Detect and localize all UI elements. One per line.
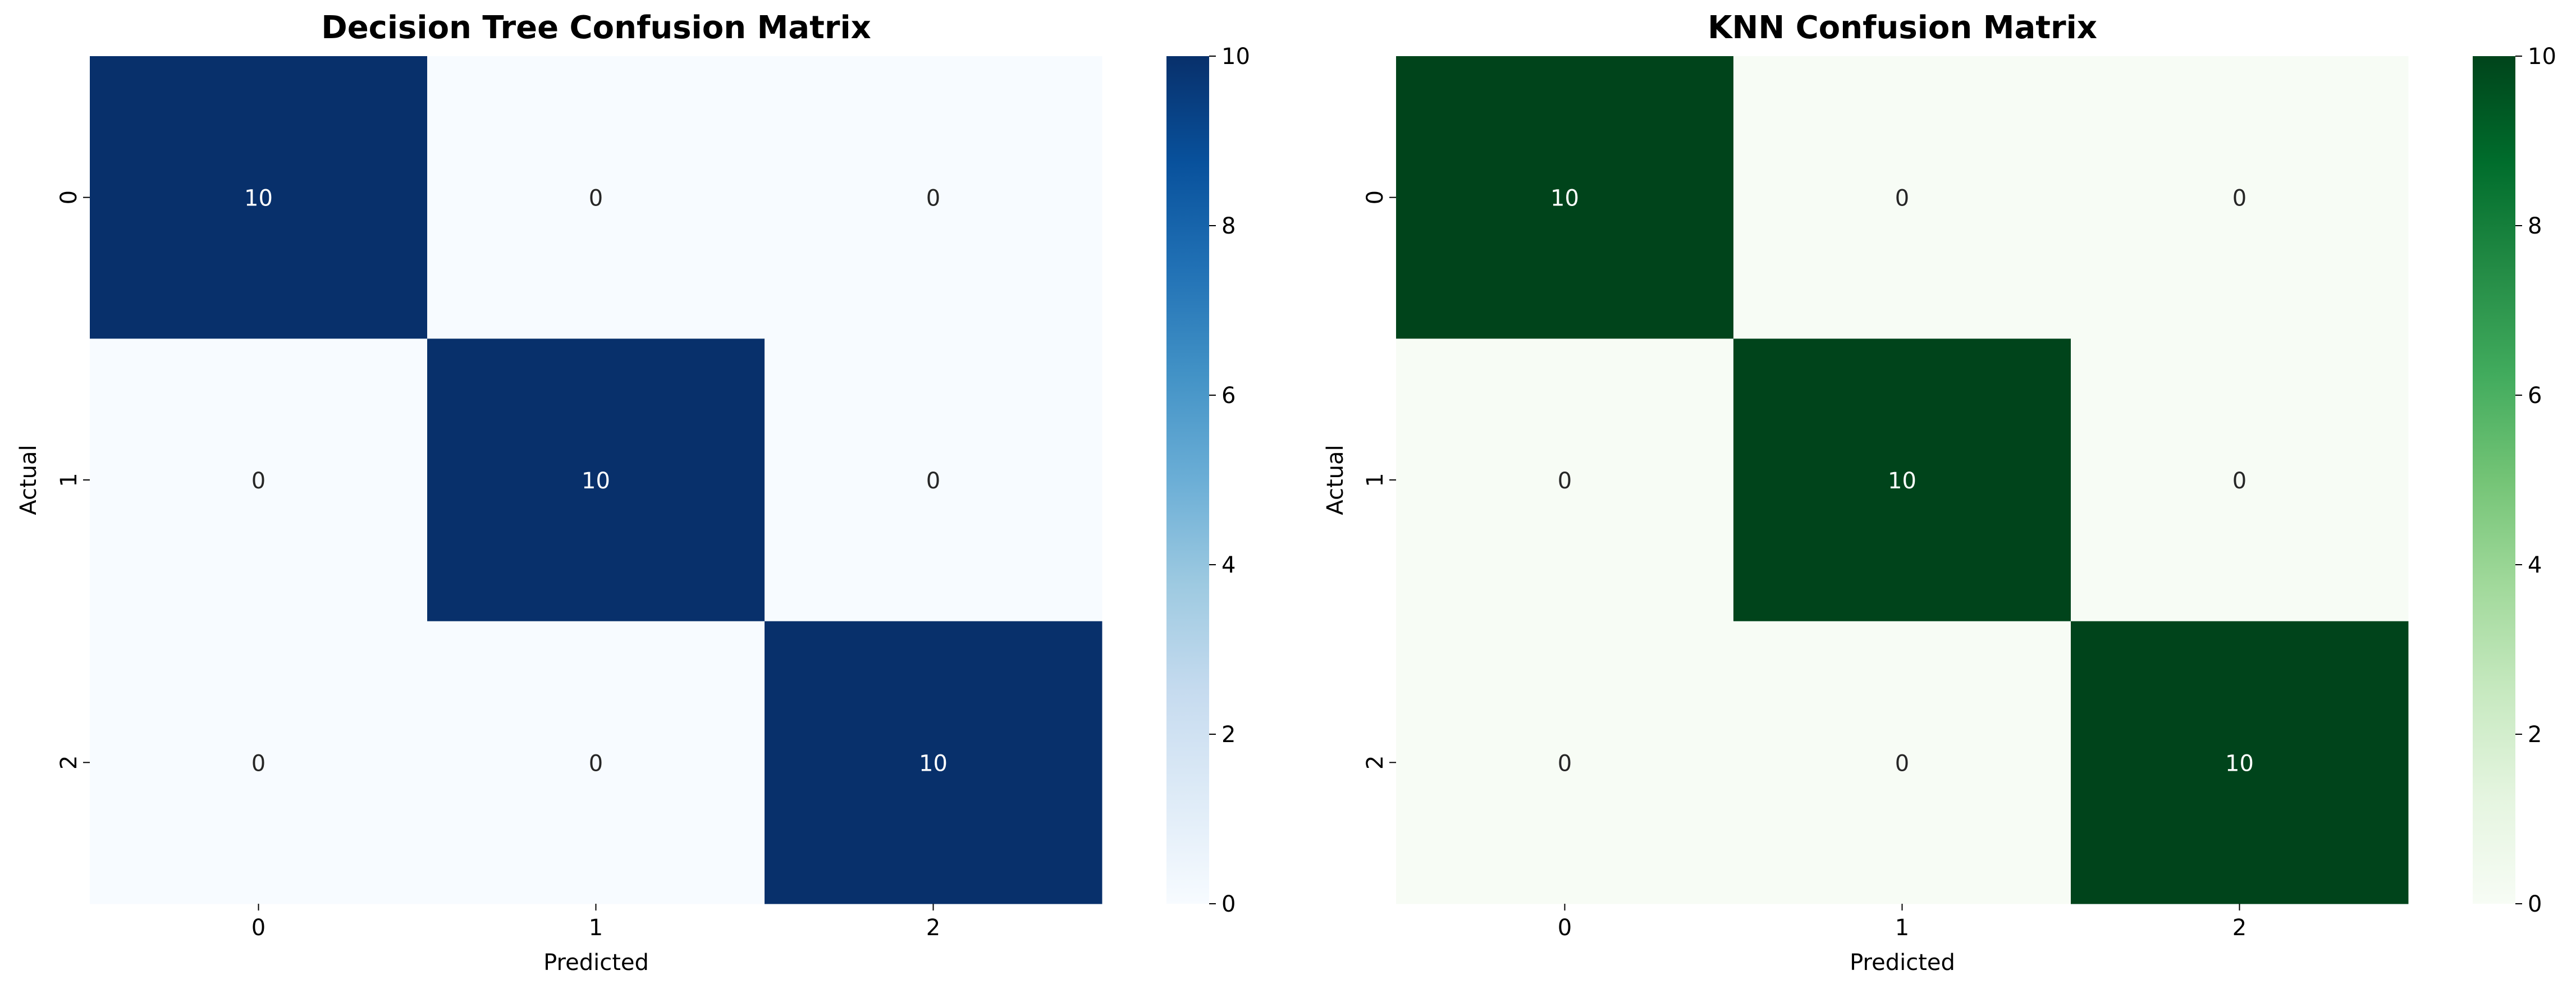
colorbar-gradient (1166, 56, 1209, 904)
x-tick-label: 2 (2232, 915, 2246, 941)
cell-value-label: 10 (1888, 468, 1916, 494)
colorbar-tick-label: 4 (2528, 552, 2542, 578)
heatmap-cell (1396, 621, 1734, 904)
colorbar-gradient (2473, 56, 2515, 904)
colorbar-tick-label: 0 (1221, 891, 1236, 917)
x-tick-label: 0 (1558, 915, 1572, 941)
y-axis-ticks: 0 1 2 (56, 190, 90, 770)
heatmap-cell (427, 621, 765, 904)
x-axis-label: Predicted (543, 950, 649, 976)
y-tick-label: 2 (1362, 756, 1388, 770)
cell-value-label: 10 (919, 751, 948, 776)
heatmap-cell (1396, 56, 1734, 339)
x-axis-ticks: 0 1 2 (1558, 904, 2246, 941)
x-tick-label: 1 (589, 915, 603, 941)
colorbar-tick-label: 10 (2528, 44, 2556, 70)
x-axis-ticks: 0 1 2 (251, 904, 940, 941)
heatmap-cell (1396, 338, 1734, 622)
colorbar-tick-label: 8 (2528, 213, 2542, 239)
y-tick-label: 2 (56, 756, 82, 770)
heatmap-cell (1733, 56, 2071, 339)
y-axis-label: Actual (1323, 445, 1348, 515)
cell-value-label: 0 (926, 468, 940, 494)
cell-value-label: 10 (2225, 751, 2254, 776)
decision-tree-heatmap-panel: Decision Tree Confusion Matrix 10 0 00 10 00… (16, 10, 1250, 976)
heatmap-cells (90, 56, 1102, 904)
heatmap-cell (427, 56, 765, 339)
y-axis-label: Actual (16, 445, 42, 515)
cell-value-label: 0 (1558, 468, 1572, 494)
y-tick-label: 0 (1362, 190, 1388, 204)
heatmap-cell (427, 338, 765, 622)
colorbar-tick-label: 2 (2528, 722, 2542, 748)
x-tick-label: 2 (926, 915, 940, 941)
cell-value-label: 0 (251, 751, 266, 776)
cell-value-label: 0 (589, 186, 603, 212)
y-tick-label: 0 (56, 190, 82, 204)
heatmap-cell (1733, 338, 2071, 622)
x-tick-label: 0 (251, 915, 266, 941)
heatmap-cell (765, 621, 1102, 904)
colorbar-tick-label: 0 (2528, 891, 2542, 917)
x-axis-label: Predicted (1850, 950, 1955, 976)
heatmap-cell (2071, 338, 2409, 622)
heatmap-cell (2071, 621, 2409, 904)
cell-value-label: 0 (926, 186, 940, 212)
heatmap-cell (90, 338, 428, 622)
heatmap-cell-labels: 10 0 0 0 10 0 0 0 10 (1550, 186, 2254, 777)
colorbar: 0 2 4 6 8 10 (2473, 44, 2556, 917)
cell-value-label: 0 (251, 468, 266, 494)
cell-value-label: 10 (582, 468, 610, 494)
heatmap-cells (1396, 56, 2409, 904)
cell-value-label: 0 (1558, 751, 1572, 776)
heatmap-cell (2071, 56, 2409, 339)
colorbar-tick-label: 8 (1221, 213, 1236, 239)
heatmap-cell (90, 621, 428, 904)
x-tick-label: 1 (1895, 915, 1909, 941)
y-tick-label: 1 (1362, 473, 1388, 487)
heatmap-cell (765, 56, 1102, 339)
cell-value-label: 10 (244, 186, 273, 212)
heatmap-cell-labels: 10 0 0 0 10 0 0 0 10 (244, 186, 948, 777)
colorbar-ticks: 0 2 4 6 8 10 (2515, 44, 2556, 917)
y-axis-ticks: 0 1 2 (1362, 190, 1396, 770)
cell-value-label: 0 (2232, 186, 2246, 212)
heatmap-cell (1733, 621, 2071, 904)
colorbar-tick-label: 6 (2528, 383, 2542, 409)
cell-value-label: 0 (1895, 186, 1909, 212)
colorbar-tick-label: 6 (1221, 383, 1236, 409)
colorbar-tick-label: 4 (1221, 552, 1236, 578)
cell-value-label: 0 (2232, 468, 2246, 494)
colorbar: 0 2 4 6 8 10 (1166, 44, 1250, 917)
chart-title: Decision Tree Confusion Matrix (321, 10, 871, 46)
heatmap-cell (765, 338, 1102, 622)
heatmap-cell (90, 56, 428, 339)
cell-value-label: 0 (1895, 751, 1909, 776)
colorbar-tick-label: 2 (1221, 722, 1236, 748)
cell-value-label: 10 (1550, 186, 1579, 212)
cell-value-label: 0 (589, 751, 603, 776)
chart-title: KNN Confusion Matrix (1708, 10, 2097, 46)
colorbar-ticks: 0 2 4 6 8 10 (1209, 44, 1250, 917)
colorbar-tick-label: 10 (1221, 44, 1250, 70)
y-tick-label: 1 (56, 473, 82, 487)
